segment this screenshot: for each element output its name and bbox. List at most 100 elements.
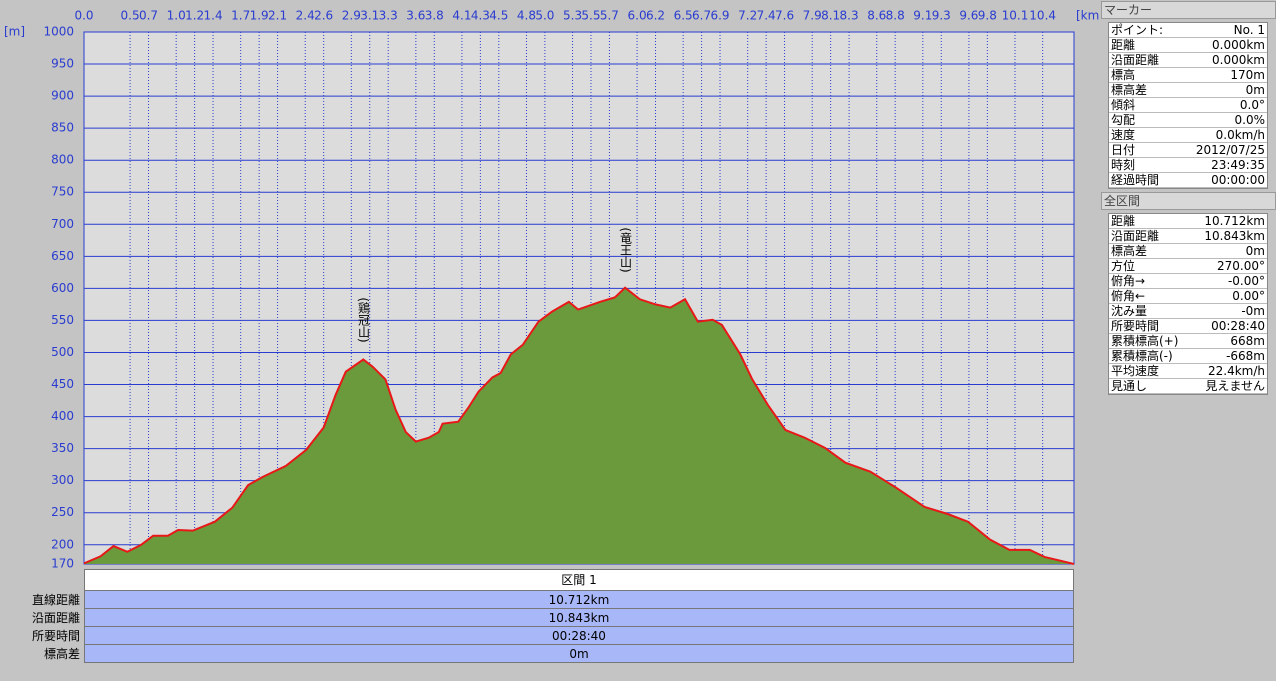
row-value: -0m bbox=[1241, 304, 1265, 318]
x-tick-label: 3.6 bbox=[406, 9, 425, 23]
panel-row: 沿面距離 0.000km bbox=[1109, 53, 1267, 68]
y-tick-label: 170 bbox=[51, 557, 74, 570]
row-value: 10.843km bbox=[84, 609, 1074, 627]
row-value: 23:49:35 bbox=[1211, 158, 1265, 172]
row-value: 0m bbox=[1245, 83, 1265, 97]
elevation-area bbox=[84, 287, 1074, 564]
x-tick-label: 6.7 bbox=[692, 9, 711, 23]
x-tick-label: 1.0 bbox=[167, 9, 186, 23]
x-tick-label: 1.4 bbox=[204, 9, 223, 23]
row-label: ポイント: bbox=[1111, 23, 1164, 37]
x-tick-label: 4.8 bbox=[517, 9, 536, 23]
x-tick-label: 3.8 bbox=[425, 9, 444, 23]
y-tick-label: 1000 bbox=[43, 25, 74, 39]
x-tick-label: 6.9 bbox=[710, 9, 729, 23]
y-tick-label: 400 bbox=[51, 409, 74, 423]
x-tick-label: 9.3 bbox=[932, 9, 951, 23]
x-tick-label: 6.2 bbox=[646, 9, 665, 23]
panel-row: ポイント: No. 1 bbox=[1109, 23, 1267, 38]
x-tick-label: 1.9 bbox=[250, 9, 269, 23]
row-value: -668m bbox=[1226, 349, 1265, 363]
y-tick-label: 550 bbox=[51, 313, 74, 327]
x-tick-label: 8.6 bbox=[867, 9, 886, 23]
row-label: 標高差 bbox=[1111, 244, 1148, 258]
y-tick-label: 700 bbox=[51, 217, 74, 231]
row-value: 668m bbox=[1230, 334, 1265, 348]
panel-row: 経過時間 00:00:00 bbox=[1109, 173, 1267, 188]
x-tick-label: 7.2 bbox=[738, 9, 757, 23]
row-value: 00:00:00 bbox=[1211, 173, 1265, 187]
row-label: 沿面距離 bbox=[31, 611, 80, 625]
row-label: 経過時間 bbox=[1111, 173, 1160, 187]
x-tick-label: 8.1 bbox=[821, 9, 840, 23]
x-tick-label: 0.5 bbox=[121, 9, 140, 23]
x-tick-label: 2.9 bbox=[342, 9, 361, 23]
profile-chart: [m] [km] 170 200 250 300 350 400 450 500 550 600 6… bbox=[4, 9, 1100, 570]
section-row: 沿面距離 10.843km bbox=[0, 609, 1074, 627]
panel-row: 俯角← 0.00° bbox=[1109, 289, 1267, 304]
y-tick-label: 950 bbox=[51, 57, 74, 71]
panel-row: 標高差 0m bbox=[1109, 244, 1267, 259]
row-label: 直線距離 bbox=[31, 593, 80, 607]
x-tick-label: 3.1 bbox=[360, 9, 379, 23]
row-value: 0.0km/h bbox=[1215, 128, 1265, 142]
panel-row: 平均速度 22.4km/h bbox=[1109, 364, 1267, 379]
row-value: 270.00° bbox=[1217, 259, 1265, 273]
row-value: 22.4km/h bbox=[1207, 364, 1265, 378]
row-label: 所要時間 bbox=[31, 629, 80, 643]
y-tick-label: 450 bbox=[51, 377, 74, 391]
y-tick-label: 300 bbox=[51, 473, 74, 487]
x-tick-label: 3.3 bbox=[379, 9, 398, 23]
row-label: 距離 bbox=[1111, 38, 1136, 52]
row-label: 方位 bbox=[1111, 259, 1136, 273]
y-tick-label: 350 bbox=[51, 441, 74, 455]
peak-label: (竜王山) bbox=[619, 227, 633, 272]
row-value: 00:28:40 bbox=[1211, 319, 1265, 333]
y-tick-label: 650 bbox=[51, 249, 74, 263]
row-label: 平均速度 bbox=[1111, 364, 1160, 378]
section-table: 区間 1 直線距離 10.712km 沿面距離 10.843km 所要時間 00:28:4… bbox=[0, 569, 1074, 663]
y-tick-label: 500 bbox=[51, 345, 74, 359]
panel-row: 時刻 23:49:35 bbox=[1109, 158, 1267, 173]
x-tick-label: 8.3 bbox=[840, 9, 859, 23]
row-value: 0.00° bbox=[1232, 289, 1265, 303]
peak-label: (鶏冠山) bbox=[357, 297, 371, 342]
row-value: 0.0% bbox=[1234, 113, 1266, 127]
panel-row: 見通し 見えません bbox=[1109, 379, 1267, 394]
x-tick-label: 6.5 bbox=[674, 9, 693, 23]
panel-row: 標高差 0m bbox=[1109, 83, 1267, 98]
row-label: 勾配 bbox=[1111, 113, 1136, 127]
panel-table: 距離 10.712km 沿面距離 10.843km 標高差 0m 方位 270.00° 俯角→ -… bbox=[1108, 213, 1268, 395]
panel-row: 沈み量 -0m bbox=[1109, 304, 1267, 319]
panel-row: 俯角→ -0.00° bbox=[1109, 274, 1267, 289]
row-label: 速度 bbox=[1111, 128, 1136, 142]
panel-row: 速度 0.0km/h bbox=[1109, 128, 1267, 143]
x-tick-label: 8.8 bbox=[886, 9, 905, 23]
row-label: 時刻 bbox=[1111, 158, 1136, 172]
x-tick-label: 4.3 bbox=[471, 9, 490, 23]
panel-row: 距離 10.712km bbox=[1109, 214, 1267, 229]
x-tick-label: 7.9 bbox=[803, 9, 822, 23]
x-tick-label: 7.4 bbox=[757, 9, 776, 23]
panel-table: ポイント: No. 1 距離 0.000km 沿面距離 0.000km 標高 170m 標高差 0… bbox=[1108, 22, 1268, 189]
row-value: 0.000km bbox=[1212, 53, 1265, 67]
y-tick-label: 900 bbox=[51, 89, 74, 103]
x-tick-label: 9.6 bbox=[959, 9, 978, 23]
x-tick-label: 5.7 bbox=[600, 9, 619, 23]
section-header: 区間 1 bbox=[84, 569, 1074, 591]
panel-row: 累積標高(+) 668m bbox=[1109, 334, 1267, 349]
x-tick-label: 2.6 bbox=[314, 9, 333, 23]
x-tick-label: 5.5 bbox=[581, 9, 600, 23]
panel-row: 日付 2012/07/25 bbox=[1109, 143, 1267, 158]
x-tick-label: 9.8 bbox=[978, 9, 997, 23]
x-tick-label: 1.2 bbox=[185, 9, 204, 23]
x-tick-label: 7.6 bbox=[775, 9, 794, 23]
row-value: 170m bbox=[1230, 68, 1265, 82]
row-label: 標高差 bbox=[43, 647, 80, 661]
row-value: 見えません bbox=[1205, 379, 1265, 393]
row-label: 沿面距離 bbox=[1111, 53, 1160, 67]
row-label: 所要時間 bbox=[1111, 319, 1160, 333]
y-tick-label: 750 bbox=[51, 185, 74, 199]
y-tick-label: 200 bbox=[51, 537, 74, 551]
